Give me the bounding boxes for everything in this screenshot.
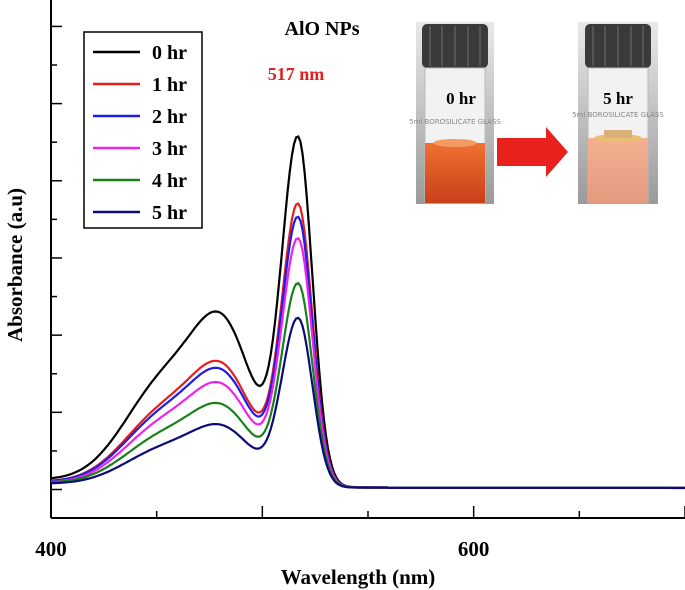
vial-photo-after: 5ml BOROSILICATE GLASS 5 hr: [572, 22, 664, 204]
legend-label: 0 hr: [152, 42, 187, 64]
vial-before-imprint: 5ml BOROSILICATE GLASS: [409, 118, 501, 126]
y-axis-label: Absorbance (a.u): [3, 188, 27, 342]
series-line-4-hr: [51, 281, 685, 489]
y-axis-ticks: [51, 25, 62, 491]
spectra-lines: [51, 135, 685, 490]
legend-label: 1 hr: [152, 74, 187, 96]
legend-label: 5 hr: [152, 202, 187, 224]
vial-after-imprint: 5ml BOROSILICATE GLASS: [572, 111, 664, 119]
x-axis-ticks: 400 600: [35, 506, 685, 561]
right-arrow-icon: [497, 127, 568, 177]
series-line-5-hr: [51, 316, 685, 490]
legend-label: 2 hr: [152, 106, 187, 128]
x-axis-label: Wavelength (nm): [281, 565, 436, 589]
legend-label: 3 hr: [152, 138, 187, 160]
peak-label: 517 nm: [268, 64, 325, 84]
legend-box: [83, 31, 203, 229]
legend: 0 hr 1 hr 2 hr 3 hr 4 hr 5 hr: [93, 42, 187, 224]
series-line-3-hr: [51, 236, 685, 489]
vial-after-label: 5 hr: [603, 89, 633, 108]
vial-photo-before: 5ml BOROSILICATE GLASS 0 hr: [409, 22, 501, 204]
series-line-2-hr: [51, 215, 685, 489]
legend-label: 4 hr: [152, 170, 187, 192]
chart-title: AlO NPs: [285, 18, 360, 40]
series-line-1-hr: [51, 202, 685, 489]
vial-before-label: 0 hr: [446, 89, 476, 108]
x-tick-label: 600: [458, 537, 490, 561]
x-tick-label: 400: [35, 537, 67, 561]
